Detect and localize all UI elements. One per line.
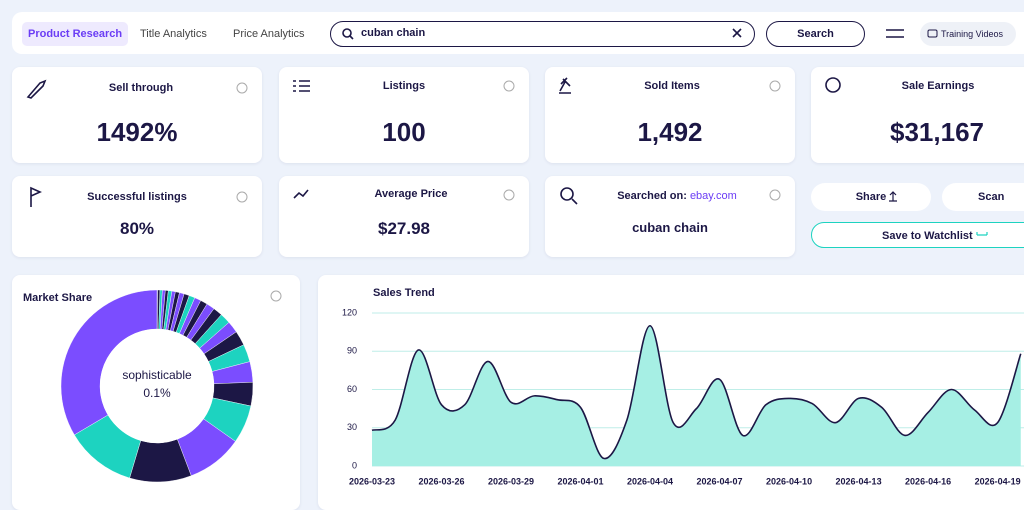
center-label: sophisticable (122, 368, 192, 382)
icons (26, 28, 988, 236)
line (371, 324, 1022, 460)
x-tick-label: 2026-03-29 (488, 476, 534, 486)
y-tick-label: 60 (347, 384, 357, 394)
area (372, 325, 1021, 466)
tab[interactable]: Title Analytics (140, 28, 207, 40)
stat-card (545, 67, 795, 163)
help-icon[interactable] (270, 290, 282, 302)
stat-card (279, 176, 529, 257)
flag-icon (30, 186, 42, 207)
stat-label: Average Price (374, 188, 448, 200)
magnifier-icon (560, 187, 574, 201)
stat-card (12, 67, 262, 163)
help-icon[interactable] (236, 191, 248, 203)
stat-label: Sale Earnings (901, 80, 975, 92)
stat-value: 80% (119, 219, 155, 238)
tab[interactable]: Price Analytics (233, 28, 305, 40)
x-tick-label: 2026-04-07 (697, 476, 743, 486)
stat-label: Sell through (108, 82, 174, 94)
magnifier-icon (571, 198, 578, 205)
rocket-icon (26, 79, 47, 99)
training-videos-button[interactable]: Training Videos (920, 22, 1016, 46)
x-tick-label: 2026-04-19 (975, 476, 1021, 486)
x-tick-label: 2026-03-23 (349, 476, 395, 486)
y-tick-label: 30 (347, 422, 357, 432)
stat-value: 1,492 (637, 117, 703, 147)
stat-card (279, 67, 529, 163)
x-tick-label: 2026-04-04 (627, 476, 673, 486)
scan-button[interactable]: Scan (942, 183, 1024, 211)
x-tick-label: 2026-03-26 (418, 476, 464, 486)
search-info-query: cuban chain (632, 220, 708, 235)
search-icon (349, 35, 354, 40)
dollar-icon (825, 77, 841, 93)
tab[interactable]: Product Research (22, 22, 129, 46)
share-icon (889, 191, 897, 202)
help-icon[interactable] (769, 80, 781, 92)
help-icon[interactable] (503, 80, 515, 92)
watchlist-icon (976, 232, 988, 236)
page: Product Research Title Analytics Price A… (12, 12, 1024, 510)
search-site[interactable]: ebay.com (689, 190, 737, 202)
x-tick-label: 2026-04-10 (766, 476, 812, 486)
donut-hole (100, 329, 214, 443)
trend-icon (293, 189, 309, 199)
y-tick-label: 120 (342, 307, 357, 317)
x-tick-label: 2026-04-01 (558, 476, 604, 486)
center-value: 0.1% (143, 386, 171, 400)
list-icon (293, 80, 310, 92)
help-icon[interactable] (236, 82, 248, 94)
search-button[interactable]: Search (766, 21, 865, 47)
chart-title: Sales Trend (373, 287, 435, 299)
stat-label: Successful listings (87, 191, 187, 203)
search-info: Searched on: ebay.com (545, 190, 809, 202)
search-query[interactable]: cuban chain (361, 27, 426, 39)
watchlist-button[interactable]: Save to Watchlist (811, 222, 1024, 248)
search-icon (342, 28, 352, 38)
stat-card (811, 67, 1024, 163)
help-icons[interactable] (236, 80, 781, 302)
y-tick-label: 0 (352, 460, 357, 470)
help-icon[interactable] (503, 189, 515, 201)
share-button[interactable]: Share (811, 183, 931, 211)
stat-card (12, 176, 262, 257)
stat-value: $27.98 (378, 219, 430, 238)
stat-value: 100 (382, 117, 426, 147)
video-icon (927, 29, 938, 38)
help-icon[interactable] (769, 189, 781, 201)
clear-icon[interactable] (732, 28, 742, 38)
stat-label: Sold Items (644, 80, 700, 92)
stat-value: $31,167 (890, 117, 984, 147)
search-info-label: Searched on: (617, 190, 687, 202)
search-info-card (545, 176, 795, 257)
search-box[interactable] (330, 21, 755, 47)
overlay: Market Share Sales Trend sophisticable 0.… (23, 28, 1024, 486)
x-tick-label: 2026-04-16 (905, 476, 951, 486)
stat-value: 1492% (96, 117, 178, 147)
share-label: Share (855, 191, 887, 203)
chart-title: Market Share (23, 292, 92, 304)
y-tick-label: 90 (347, 346, 357, 356)
x-tick-label: 2026-04-13 (836, 476, 882, 486)
stat-label: Listings (382, 80, 426, 92)
gavel-icon (559, 77, 571, 94)
